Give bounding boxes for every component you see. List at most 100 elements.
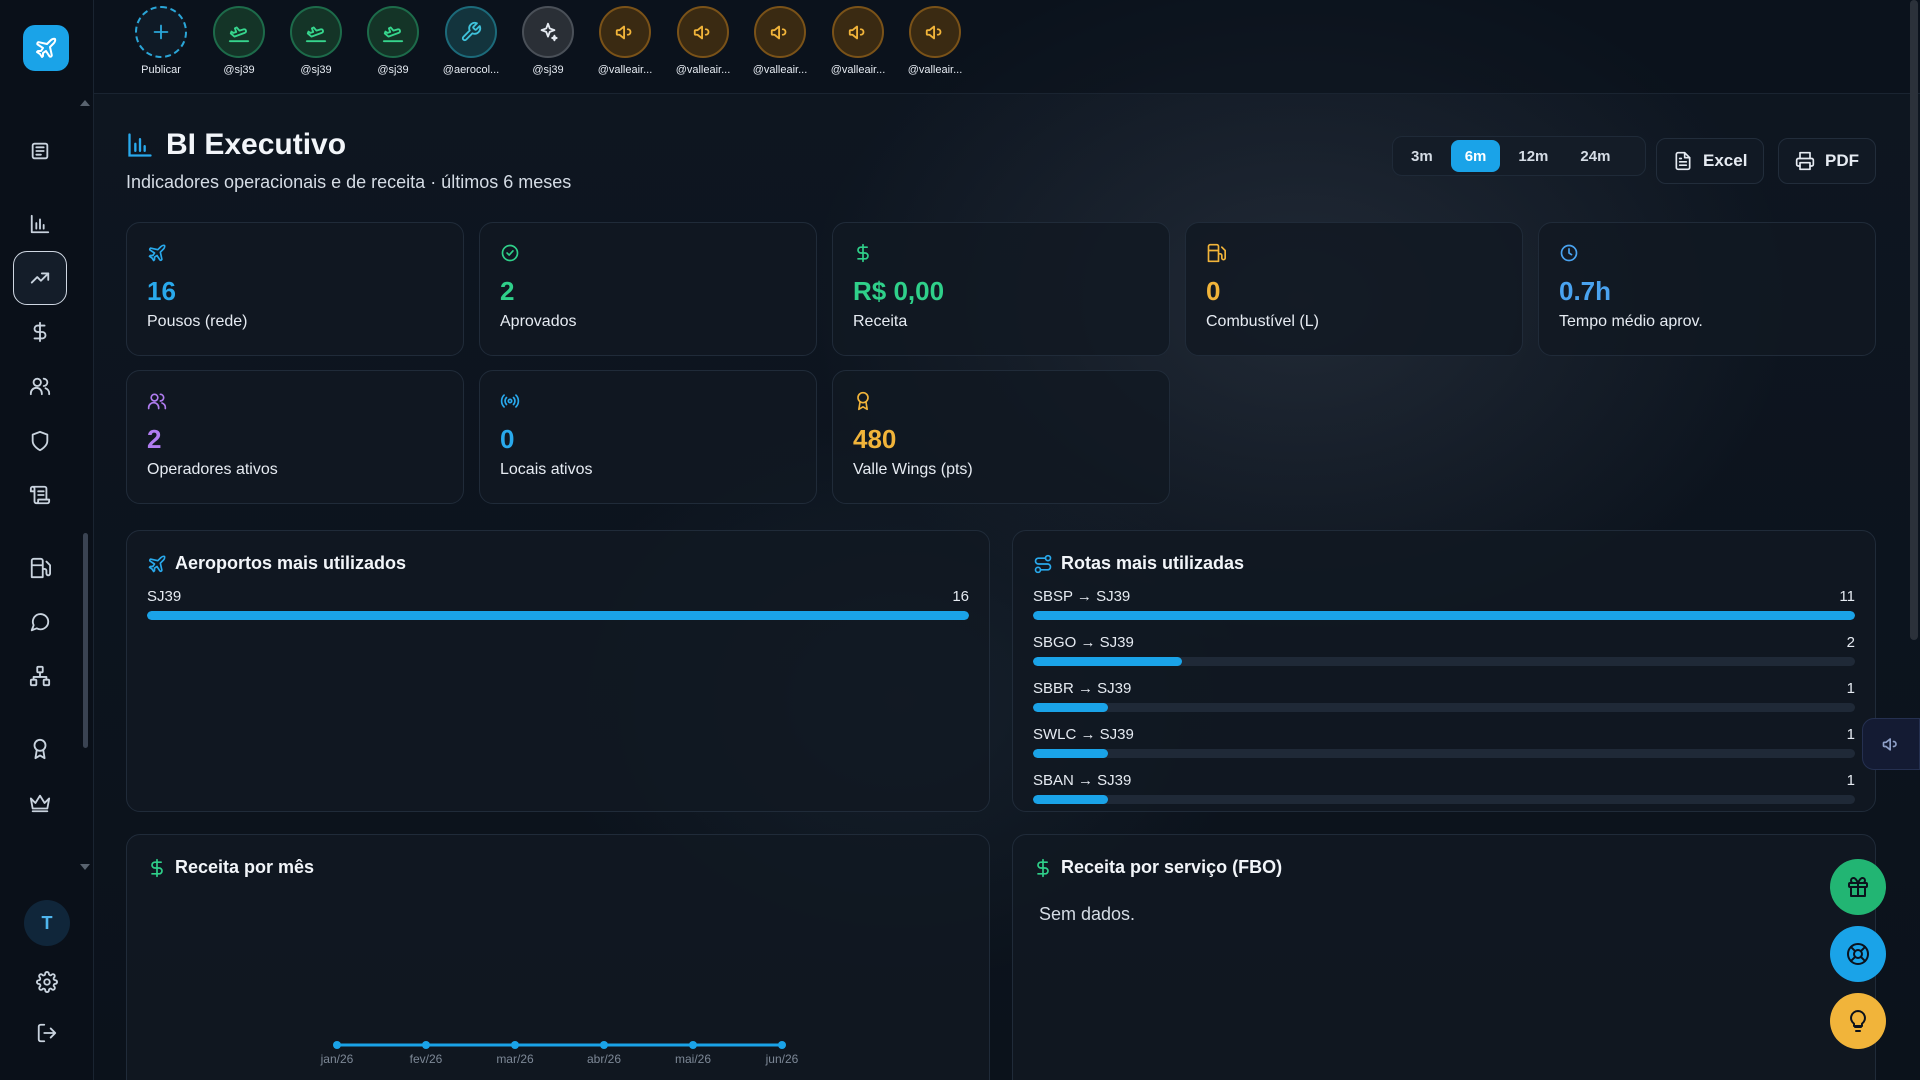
publish-story-button[interactable]: Publicar (124, 6, 198, 76)
landing-plane-icon (305, 26, 327, 43)
bar-track (1033, 657, 1855, 666)
export-excel-label: Excel (1703, 151, 1748, 170)
story-label: @sj39 (532, 64, 564, 76)
sidebar: T (0, 0, 94, 1080)
ideas-button[interactable] (1830, 993, 1886, 1049)
story-item[interactable]: @valleair... (821, 6, 895, 76)
revenue-point[interactable] (333, 1041, 341, 1049)
story-item[interactable]: @valleair... (743, 6, 817, 76)
award-icon (33, 738, 47, 760)
sidebar-item-reports[interactable] (22, 206, 58, 242)
story-item[interactable]: @sj39 (356, 6, 430, 76)
bar-track (147, 611, 969, 620)
export-pdf-label: PDF (1825, 151, 1859, 170)
bar-label: SWLC → SJ39 (1033, 726, 1134, 743)
kpi-label: Pousos (rede) (147, 313, 248, 330)
bar-label: SBSP → SJ39 (1033, 588, 1131, 605)
story-item[interactable]: @aerocol... (434, 6, 508, 76)
dollar-icon (151, 858, 163, 877)
bar-label: SBBR → SJ39 (1033, 680, 1132, 697)
kpi-value: 2 (147, 424, 162, 454)
support-button[interactable] (1830, 926, 1886, 982)
bar-row: SJ39 16 (147, 588, 969, 620)
bar-label: SJ39 (147, 588, 182, 605)
story-item[interactable]: @valleair... (588, 6, 662, 76)
sidebar-item-rewards[interactable] (22, 731, 58, 767)
revenue-point[interactable] (600, 1041, 608, 1049)
bar-fill (1033, 795, 1108, 804)
revenue-point[interactable] (422, 1041, 430, 1049)
kpi-card: 0 Locais ativos (479, 370, 817, 504)
story-avatar (367, 6, 419, 58)
revenue-month-panel: Receita por mês jan/26 fev/26 mar/26 abr/26… (126, 834, 990, 1080)
period-button-12m[interactable]: 12m (1518, 147, 1549, 165)
logout-button[interactable] (29, 1015, 65, 1051)
x-tick-label: mai/26 (675, 1052, 711, 1066)
sidebar-scrollbar[interactable] (83, 533, 88, 748)
story-label: @aerocol... (442, 64, 500, 76)
bar-track (1033, 749, 1855, 758)
megaphone-icon (770, 25, 787, 40)
revenue-point[interactable] (689, 1041, 697, 1049)
avatar[interactable]: T (24, 900, 70, 946)
announcements-tab[interactable] (1862, 718, 1920, 770)
kpi-card: 16 Pousos (rede) (126, 222, 464, 356)
sidebar-item-logbook[interactable] (22, 477, 58, 513)
page-scrollbar[interactable] (1910, 0, 1918, 640)
gift-button[interactable] (1830, 859, 1886, 915)
period-button-24m[interactable]: 24m (1580, 147, 1611, 165)
revenue-service-title: Receita por serviço (FBO) (1033, 857, 1855, 878)
sidebar-item-finance[interactable] (22, 314, 58, 350)
story-label: @sj39 (223, 64, 255, 76)
kpi-card: 0 Combustível (L) (1185, 222, 1523, 356)
broadcast-icon (500, 394, 520, 408)
export-pdf-button[interactable]: PDF (1778, 138, 1876, 184)
story-avatar (135, 6, 187, 58)
sidebar-scroll-up[interactable] (80, 100, 90, 106)
story-item[interactable]: @valleair... (898, 6, 972, 76)
settings-button[interactable] (29, 964, 65, 1000)
crown-icon (29, 794, 51, 813)
period-button-3m[interactable]: 3m (1411, 147, 1433, 165)
sidebar-item-network[interactable] (22, 658, 58, 694)
bar-track (1033, 611, 1855, 620)
revenue-point[interactable] (511, 1041, 519, 1049)
lightbulb-icon (1850, 1010, 1866, 1032)
sidebar-item-security[interactable] (22, 423, 58, 459)
sidebar-item-chat[interactable] (22, 604, 58, 640)
revenue-point[interactable] (778, 1041, 786, 1049)
bar-fill (1033, 611, 1855, 620)
bar-chart-icon (128, 133, 152, 157)
sidebar-item-premium[interactable] (22, 785, 58, 821)
x-tick-label: jan/26 (320, 1052, 354, 1066)
fuel-icon (30, 557, 51, 579)
kpi-label: Combustível (L) (1206, 313, 1319, 330)
bar-value: 1 (1846, 726, 1855, 743)
kpi-value: 2 (500, 276, 515, 306)
bar-fill (1033, 703, 1108, 712)
sidebar-item-users[interactable] (22, 368, 58, 404)
megaphone-icon (848, 25, 865, 40)
sidebar-item-fuel[interactable] (22, 550, 58, 586)
story-label: @valleair... (907, 64, 963, 76)
sidebar-item-bi[interactable] (13, 251, 67, 305)
app-logo[interactable] (23, 25, 69, 71)
story-item[interactable]: @sj39 (511, 6, 585, 76)
sidebar-scroll-down[interactable] (80, 864, 90, 870)
kpi-label: Tempo médio aprov. (1559, 313, 1703, 330)
sidebar-item-feed[interactable] (22, 133, 58, 169)
page-subtitle: Indicadores operacionais e de receita · … (126, 172, 572, 192)
export-excel-button[interactable]: Excel (1656, 138, 1765, 184)
story-item[interactable]: @valleair... (666, 6, 740, 76)
gift-icon (1848, 877, 1868, 897)
fuel-icon (1207, 243, 1226, 263)
story-label: @valleair... (752, 64, 808, 76)
story-item[interactable]: @sj39 (279, 6, 353, 76)
bar-label: SBGO → SJ39 (1033, 634, 1134, 651)
bar-track (1033, 703, 1855, 712)
bar-row: SBBR → SJ39 1 (1033, 680, 1855, 712)
plane-icon (148, 244, 166, 262)
period-button-6m[interactable]: 6m (1450, 140, 1501, 172)
story-avatar (445, 6, 497, 58)
story-item[interactable]: @sj39 (202, 6, 276, 76)
